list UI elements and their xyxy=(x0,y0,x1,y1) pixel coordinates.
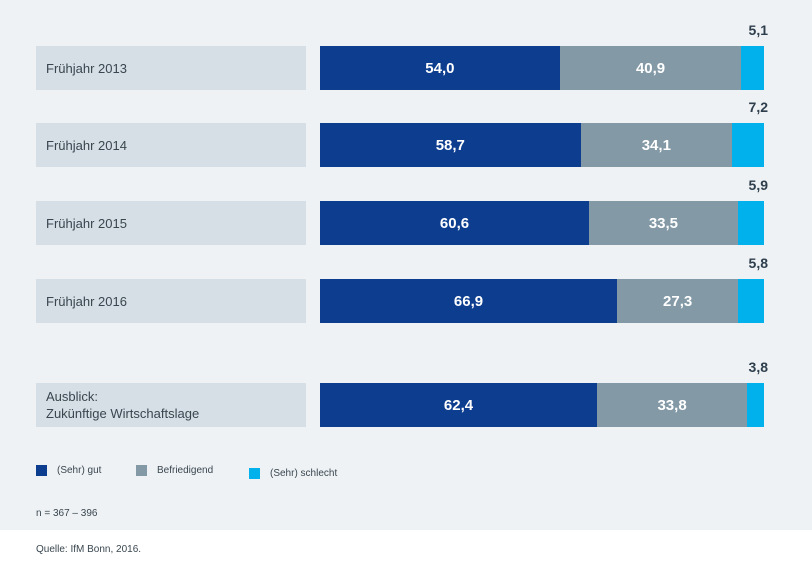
legend-item-befriedigend: Befriedigend xyxy=(136,465,213,476)
legend-swatch xyxy=(36,465,47,476)
bar-row: 58,7 34,1 xyxy=(320,123,764,167)
data-label: 5,8 xyxy=(748,255,768,271)
data-label: 62,4 xyxy=(443,396,474,414)
legend-swatch xyxy=(136,465,147,476)
legend-item-sehr-gut: (Sehr) gut xyxy=(36,465,101,476)
bar-segment: 54,0 xyxy=(320,46,560,90)
legend-label: (Sehr) gut xyxy=(57,465,102,476)
data-label: 58,7 xyxy=(435,136,465,154)
bar-row: 54,0 40,9 xyxy=(320,46,764,90)
data-label: 66,9 xyxy=(453,292,484,310)
bar-row: 66,9 27,3 xyxy=(320,279,764,323)
category-label: Frühjahr 2013 xyxy=(36,46,306,90)
bar-segment: 33,8 xyxy=(597,383,748,427)
bar-segment: 58,7 xyxy=(320,123,581,167)
bar-segment: 27,3 xyxy=(617,279,739,323)
data-label: 27,3 xyxy=(663,292,693,310)
data-label: 5,9 xyxy=(748,177,768,193)
bar-segment: 33,5 xyxy=(589,201,738,245)
data-label: 7,2 xyxy=(748,99,768,115)
bar-segment: 40,9 xyxy=(559,46,742,90)
data-label: 33,8 xyxy=(657,396,687,414)
category-label: Ausblick: Zukünftige Wirtschaftslage xyxy=(36,383,306,427)
bar-row: 62,4 33,8 xyxy=(320,383,764,427)
legend-item-sehr-schlecht: (Sehr) schlecht xyxy=(249,468,337,479)
source-note: Quelle: IfM Bonn, 2016. xyxy=(36,544,142,555)
data-label: 54,0 xyxy=(425,59,455,77)
data-label: 3,8 xyxy=(748,359,768,375)
legend-label: Befriedigend xyxy=(157,465,214,476)
data-label: 33,5 xyxy=(648,214,679,232)
bar-segment: 66,9 xyxy=(320,279,618,323)
bar-segment: 62,4 xyxy=(320,383,598,427)
chart-panel: Frühjahr 2013 54,0 40,9 5,1 Frühjahr 2014 58,… xyxy=(0,0,812,530)
bar-row: 60,6 33,5 xyxy=(320,201,764,245)
data-label: 5,1 xyxy=(748,22,768,38)
bar-segment: 60,6 xyxy=(320,201,590,245)
legend-swatch xyxy=(249,468,260,479)
bar-segment xyxy=(732,123,764,167)
bar-segment xyxy=(747,383,764,427)
sample-size-note: n = 367 – 396 xyxy=(36,508,98,519)
data-label: 34,1 xyxy=(641,136,671,154)
data-label: 40,9 xyxy=(635,59,666,77)
bar-segment xyxy=(738,279,764,323)
bar-segment xyxy=(737,201,764,245)
category-label: Frühjahr 2014 xyxy=(36,123,306,167)
data-label: 60,6 xyxy=(439,214,470,232)
bar-segment: 34,1 xyxy=(580,123,733,167)
legend-label: (Sehr) schlecht xyxy=(270,468,338,479)
bar-segment xyxy=(741,46,764,90)
category-label: Frühjahr 2016 xyxy=(36,279,306,323)
category-label: Frühjahr 2015 xyxy=(36,201,306,245)
